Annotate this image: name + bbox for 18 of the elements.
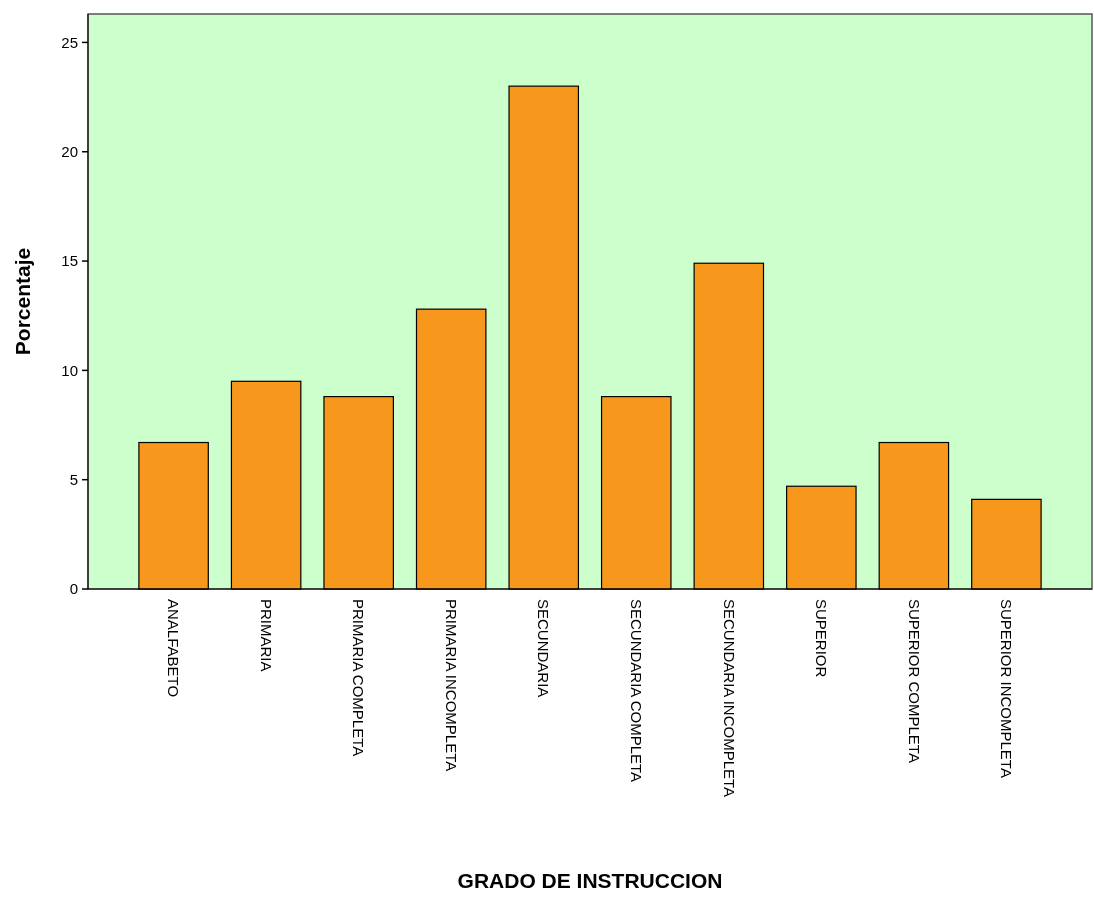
x-tick-label: ANALFABETO bbox=[165, 599, 183, 698]
x-tick-label: SECUNDARIA COMPLETA bbox=[628, 599, 646, 783]
x-tick-label: PRIMARIA COMPLETA bbox=[350, 599, 368, 757]
x-axis-title: GRADO DE INSTRUCCION bbox=[457, 869, 723, 892]
y-tick-label: 10 bbox=[61, 361, 78, 379]
x-tick-label: PRIMARIA bbox=[257, 599, 275, 672]
y-tick-label: 0 bbox=[69, 580, 78, 598]
y-tick-label: 25 bbox=[61, 33, 78, 51]
y-axis-title: Porcentaje bbox=[11, 247, 34, 356]
x-tick-label: SECUNDARIA INCOMPLETA bbox=[720, 599, 738, 798]
y-tick-label: 20 bbox=[61, 142, 78, 160]
y-tick-label: 15 bbox=[61, 252, 78, 270]
x-tick-label: SUPERIOR INCOMPLETA bbox=[998, 599, 1016, 778]
x-tick-label: SECUNDARIA bbox=[535, 599, 553, 698]
x-tick-label: PRIMARIA INCOMPLETA bbox=[442, 599, 460, 772]
y-tick-label: 5 bbox=[69, 470, 78, 488]
x-tick-label: SUPERIOR bbox=[813, 599, 831, 678]
x-tick-label: SUPERIOR COMPLETA bbox=[905, 599, 923, 763]
